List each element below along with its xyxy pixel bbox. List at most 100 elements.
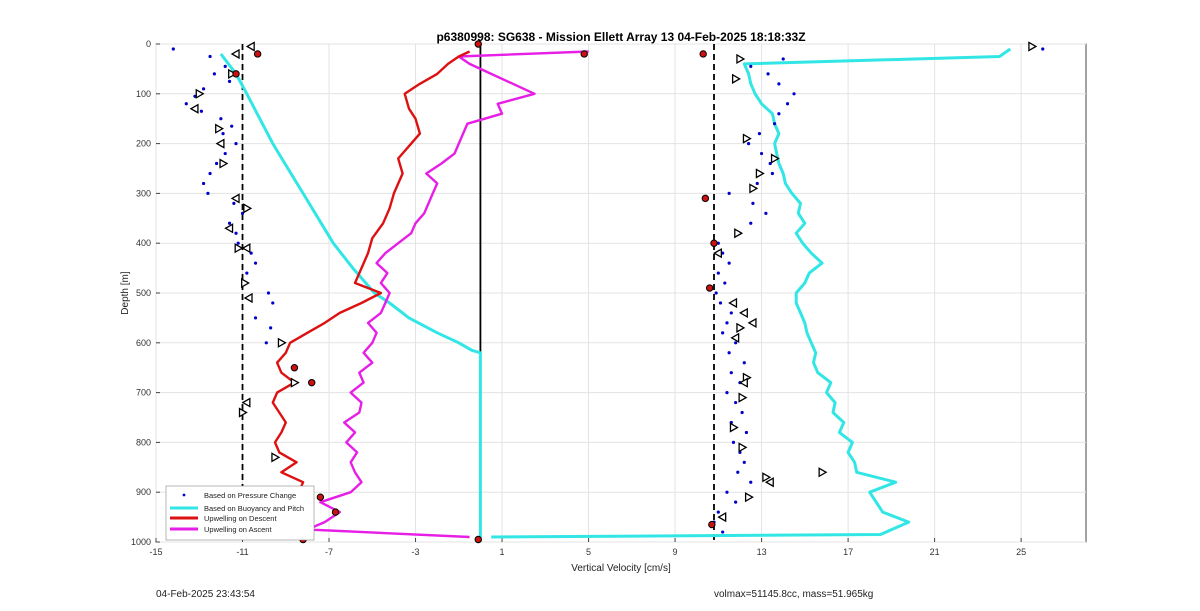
triangle-left-marker [241, 397, 251, 408]
pressure-change-point [749, 64, 753, 69]
pressure-change-point [725, 321, 729, 325]
pressure-change-point [236, 241, 240, 245]
x-axis-label: Vertical Velocity [cm/s] [571, 563, 671, 574]
triangle-right-marker [238, 407, 248, 418]
pressure-change-point [734, 500, 738, 504]
y-tick-label: 700 [136, 388, 151, 398]
x-tick-label: 1 [500, 547, 505, 557]
pressure-change-point [734, 400, 738, 405]
pressure-change-point [718, 301, 723, 305]
pressure-change-point [214, 161, 219, 166]
filled-red-marker [316, 493, 325, 501]
x-tick-label: -15 [149, 547, 162, 557]
pressure-change-point [184, 102, 188, 106]
y-tick-label: 800 [136, 437, 151, 447]
triangle-left-marker [189, 103, 199, 114]
footer-volmax-mass: volmax=51145.8cc, mass=51.965kg [714, 589, 874, 600]
triangle-right-marker [818, 467, 828, 478]
marker-group [189, 40, 1038, 544]
pressure-change-point [266, 291, 271, 295]
pressure-change-point [742, 460, 746, 464]
y-tick-label: 200 [136, 139, 151, 149]
triangle-right-marker [729, 422, 739, 433]
triangle-right-marker [228, 68, 238, 80]
filled-red-marker [708, 520, 716, 529]
triangle-left-marker [230, 48, 240, 60]
pressure-change-point [725, 490, 729, 494]
pressure-change-point [727, 261, 731, 265]
pressure-change-point [757, 132, 762, 136]
pressure-change-point [772, 122, 777, 126]
triangle-left-marker [713, 248, 722, 259]
pressure-change-point [729, 371, 733, 375]
triangle-right-marker [736, 53, 746, 65]
pressure-change-point [234, 231, 238, 235]
pressure-change-point [731, 440, 736, 444]
pressure-change-point [747, 142, 751, 146]
triangle-left-marker [717, 511, 727, 523]
pressure-change-point [742, 361, 746, 365]
pressure-change-point [223, 64, 227, 69]
pressure-change-point [781, 57, 785, 61]
triangle-left-marker [730, 332, 740, 343]
legend-label-descent: Upwelling on Descent [204, 514, 277, 523]
pressure-change-point [755, 181, 759, 186]
pressure-change-point [727, 191, 731, 195]
filled-red-marker [232, 70, 240, 78]
pressure-change-point [1041, 47, 1045, 51]
pressure-change-point [734, 341, 738, 345]
triangle-right-marker [277, 337, 287, 348]
pressure-change-point [749, 480, 753, 484]
legend-label-buoyancy: Based on Buoyancy and Pitch [204, 504, 304, 513]
triangle-right-marker [243, 203, 253, 214]
filled-red-marker [580, 50, 588, 58]
pressure-change-point [759, 151, 764, 156]
y-tick-label: 100 [136, 89, 151, 99]
triangle-right-marker [742, 133, 752, 144]
pressure-change-point [234, 142, 238, 146]
pressure-change-point [201, 87, 206, 91]
buoyancy-pitch-ascent-line [491, 47, 1012, 539]
triangle-right-marker [731, 73, 741, 84]
triangle-left-marker [215, 138, 225, 149]
y-tick-label: 300 [136, 188, 151, 198]
pressure-change-point [764, 211, 768, 215]
triangle-right-marker [290, 377, 300, 388]
pressure-change-point [716, 271, 720, 275]
pressure-change-point [777, 82, 781, 86]
pressure-change-point [727, 351, 731, 355]
pressure-change-point [792, 92, 796, 96]
pressure-change-point [253, 261, 258, 265]
triangle-left-marker [230, 193, 240, 204]
x-tick-labels: -15 -11 -7 -3 1 5 9 13 17 21 25 [149, 538, 1026, 557]
legend-swatch-pressure [182, 493, 186, 497]
x-tick-label: 13 [757, 547, 767, 557]
triangle-right-marker [1028, 41, 1038, 52]
triangle-left-marker [738, 377, 748, 388]
pressure-change-point [751, 201, 755, 205]
y-tick-label: 400 [136, 238, 151, 248]
pressure-change-point [744, 430, 749, 435]
filled-red-marker [253, 50, 262, 58]
triangle-right-marker [736, 322, 746, 333]
pressure-change-point [201, 181, 206, 186]
pressure-change-point [221, 132, 225, 136]
pressure-change-point [740, 410, 744, 415]
pressure-change-point [232, 201, 236, 205]
pressure-change-point [785, 102, 790, 106]
triangle-right-marker [738, 442, 748, 453]
pressure-change-point [208, 54, 212, 59]
upwelling-descent-line [258, 50, 471, 539]
triangle-left-marker [224, 223, 234, 234]
legend-box [165, 485, 315, 541]
legend-label-ascent: Upwelling on Ascent [204, 525, 272, 534]
buoyancy-pitch-descent-line [219, 53, 482, 537]
pressure-change-point [725, 391, 729, 395]
x-tick-label: -7 [325, 547, 333, 557]
legend-label-pressure: Based on Pressure Change [204, 491, 296, 500]
pressure-change-point [208, 171, 212, 176]
filled-red-marker [474, 535, 482, 544]
filled-red-marker [705, 284, 714, 292]
upwelling-ascent-line [306, 50, 589, 539]
